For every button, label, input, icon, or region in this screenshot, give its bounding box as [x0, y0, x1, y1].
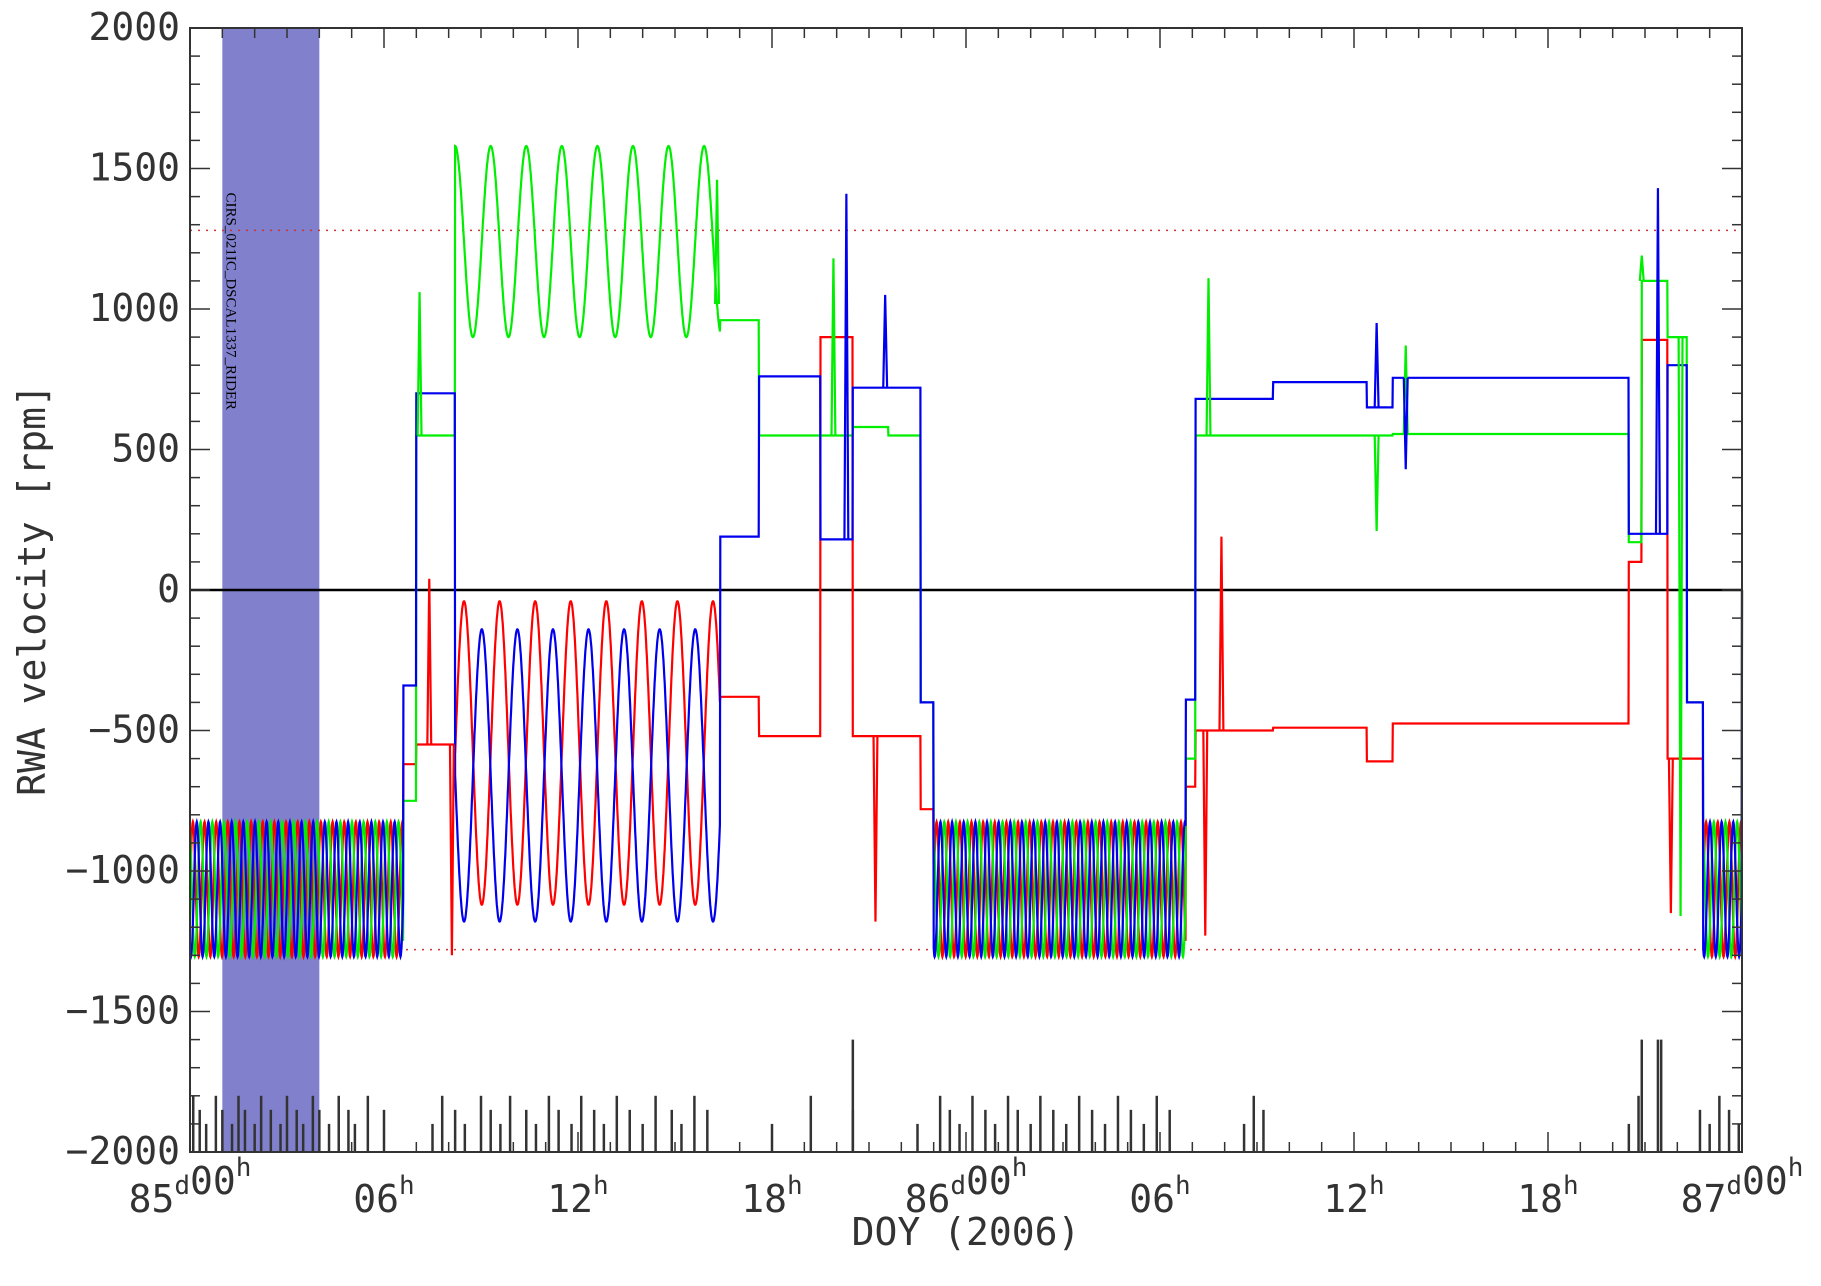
y-tick-label: −500	[88, 708, 180, 752]
y-tick-label: 500	[111, 427, 180, 471]
spike-red	[427, 579, 431, 745]
x-tick-label: 06h	[353, 1171, 414, 1221]
y-tick-label: 0	[157, 567, 180, 611]
x-tick-label: 18h	[1517, 1171, 1578, 1221]
spike-green	[418, 292, 422, 435]
spike-blue	[883, 295, 887, 388]
spike-red	[1203, 731, 1207, 936]
spike-blue	[844, 194, 848, 540]
spike-blue	[1375, 323, 1379, 407]
y-tick-label: 2000	[88, 5, 180, 49]
x-axis-title: DOY (2006)	[852, 1210, 1081, 1254]
y-tick-label: −2000	[66, 1129, 180, 1173]
series-line-green	[190, 146, 1742, 957]
series-lines	[190, 146, 1742, 957]
shaded-interval-label: CIRS_021IC_DSCAL1337_RIDER	[222, 193, 238, 411]
y-tick-label: 1000	[88, 286, 180, 330]
x-tick-label: 12h	[1323, 1171, 1384, 1221]
spike-red	[450, 745, 454, 956]
y-tick-label: −1000	[66, 848, 180, 892]
spike-green	[1640, 256, 1644, 281]
series-line-blue	[190, 365, 1742, 957]
spike-red	[874, 736, 878, 921]
x-tick-label: 12h	[547, 1171, 608, 1221]
x-tick-label: 87d00h	[1681, 1153, 1804, 1221]
spike-green	[1207, 278, 1211, 435]
x-tick-label: 06h	[1129, 1171, 1190, 1221]
y-tick-label: 1500	[88, 146, 180, 190]
spike-green	[1679, 337, 1683, 916]
spike-green	[831, 258, 835, 435]
x-tick-label: 18h	[741, 1171, 802, 1221]
y-tick-labels: 2000 1500 1000 500 0 −500 −1000 −1500 −2000	[66, 5, 180, 1173]
y-tick-label: −1500	[66, 989, 180, 1033]
spike-green	[1375, 435, 1379, 531]
spike-red	[1669, 759, 1673, 914]
spike-blue	[1656, 188, 1660, 534]
spike-red	[1219, 537, 1223, 731]
spike-green	[715, 180, 719, 304]
y-axis-title: RWA velocity [rpm]	[10, 384, 54, 796]
